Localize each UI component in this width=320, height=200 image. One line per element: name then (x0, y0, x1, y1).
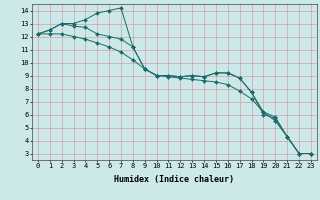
X-axis label: Humidex (Indice chaleur): Humidex (Indice chaleur) (115, 175, 234, 184)
